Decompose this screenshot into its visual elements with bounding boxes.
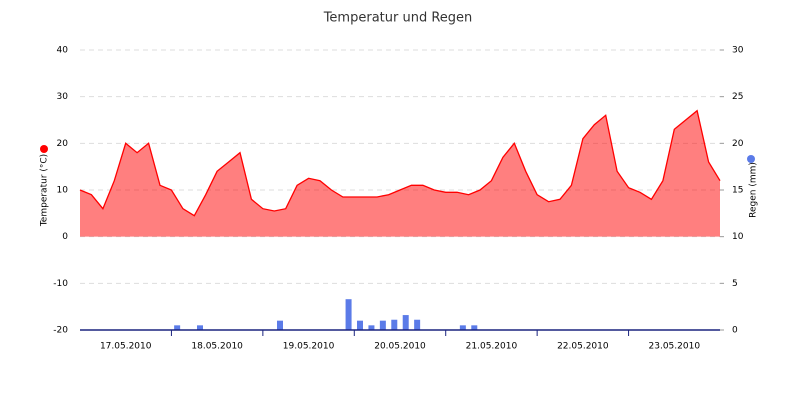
y-tick-label: 30: [57, 92, 69, 102]
y2-tick-label: 10: [732, 232, 744, 242]
y-tick-label: -10: [53, 279, 68, 289]
y-tick-label: -20: [53, 326, 68, 336]
y-axis-label: Temperatur (°C): [40, 154, 50, 227]
y-tick-label: 20: [57, 139, 69, 149]
y2-tick-label: 0: [732, 326, 738, 336]
y2-legend-dot: [747, 155, 755, 163]
y-tick-label: 10: [57, 186, 69, 196]
rain-bar: [197, 325, 203, 330]
y2-tick-label: 15: [732, 186, 743, 196]
rain-bar: [391, 319, 398, 330]
rain-bar: [357, 320, 363, 330]
rain-bar: [174, 325, 181, 330]
x-tick-label: 18.05.2010: [191, 342, 243, 352]
temperature-line: [79, 109, 721, 217]
x-tick-label: 17.05.2010: [100, 342, 152, 352]
x-tick-label: 20.05.2010: [374, 342, 426, 352]
x-tick-label: 21.05.2010: [466, 342, 518, 352]
y2-tick-label: 25: [732, 92, 743, 102]
x-tick-label: 19.05.2010: [283, 342, 335, 352]
x-tick-label: 23.05.2010: [649, 342, 701, 352]
rain-bar: [414, 319, 421, 330]
rain-bar: [379, 320, 386, 330]
y2-axis-label: Regen (mm): [749, 162, 759, 218]
y2-tick-label: 30: [732, 46, 744, 56]
y-tick-label: 40: [57, 46, 69, 56]
y2-tick-label: 20: [732, 139, 744, 149]
y-legend-dot: [40, 145, 48, 153]
rain-bar: [277, 320, 283, 330]
x-tick-label: 22.05.2010: [557, 342, 609, 352]
y-tick-label: 0: [62, 232, 68, 242]
rain-bar: [459, 325, 466, 330]
chart-title: Temperatur und Regen: [323, 11, 473, 26]
y2-tick-label: 5: [732, 279, 738, 289]
rain-bar: [345, 299, 352, 330]
temperature-area: [80, 110, 720, 237]
rain-bar: [471, 325, 478, 330]
rain-bar: [368, 325, 375, 330]
rain-bar: [402, 315, 409, 330]
